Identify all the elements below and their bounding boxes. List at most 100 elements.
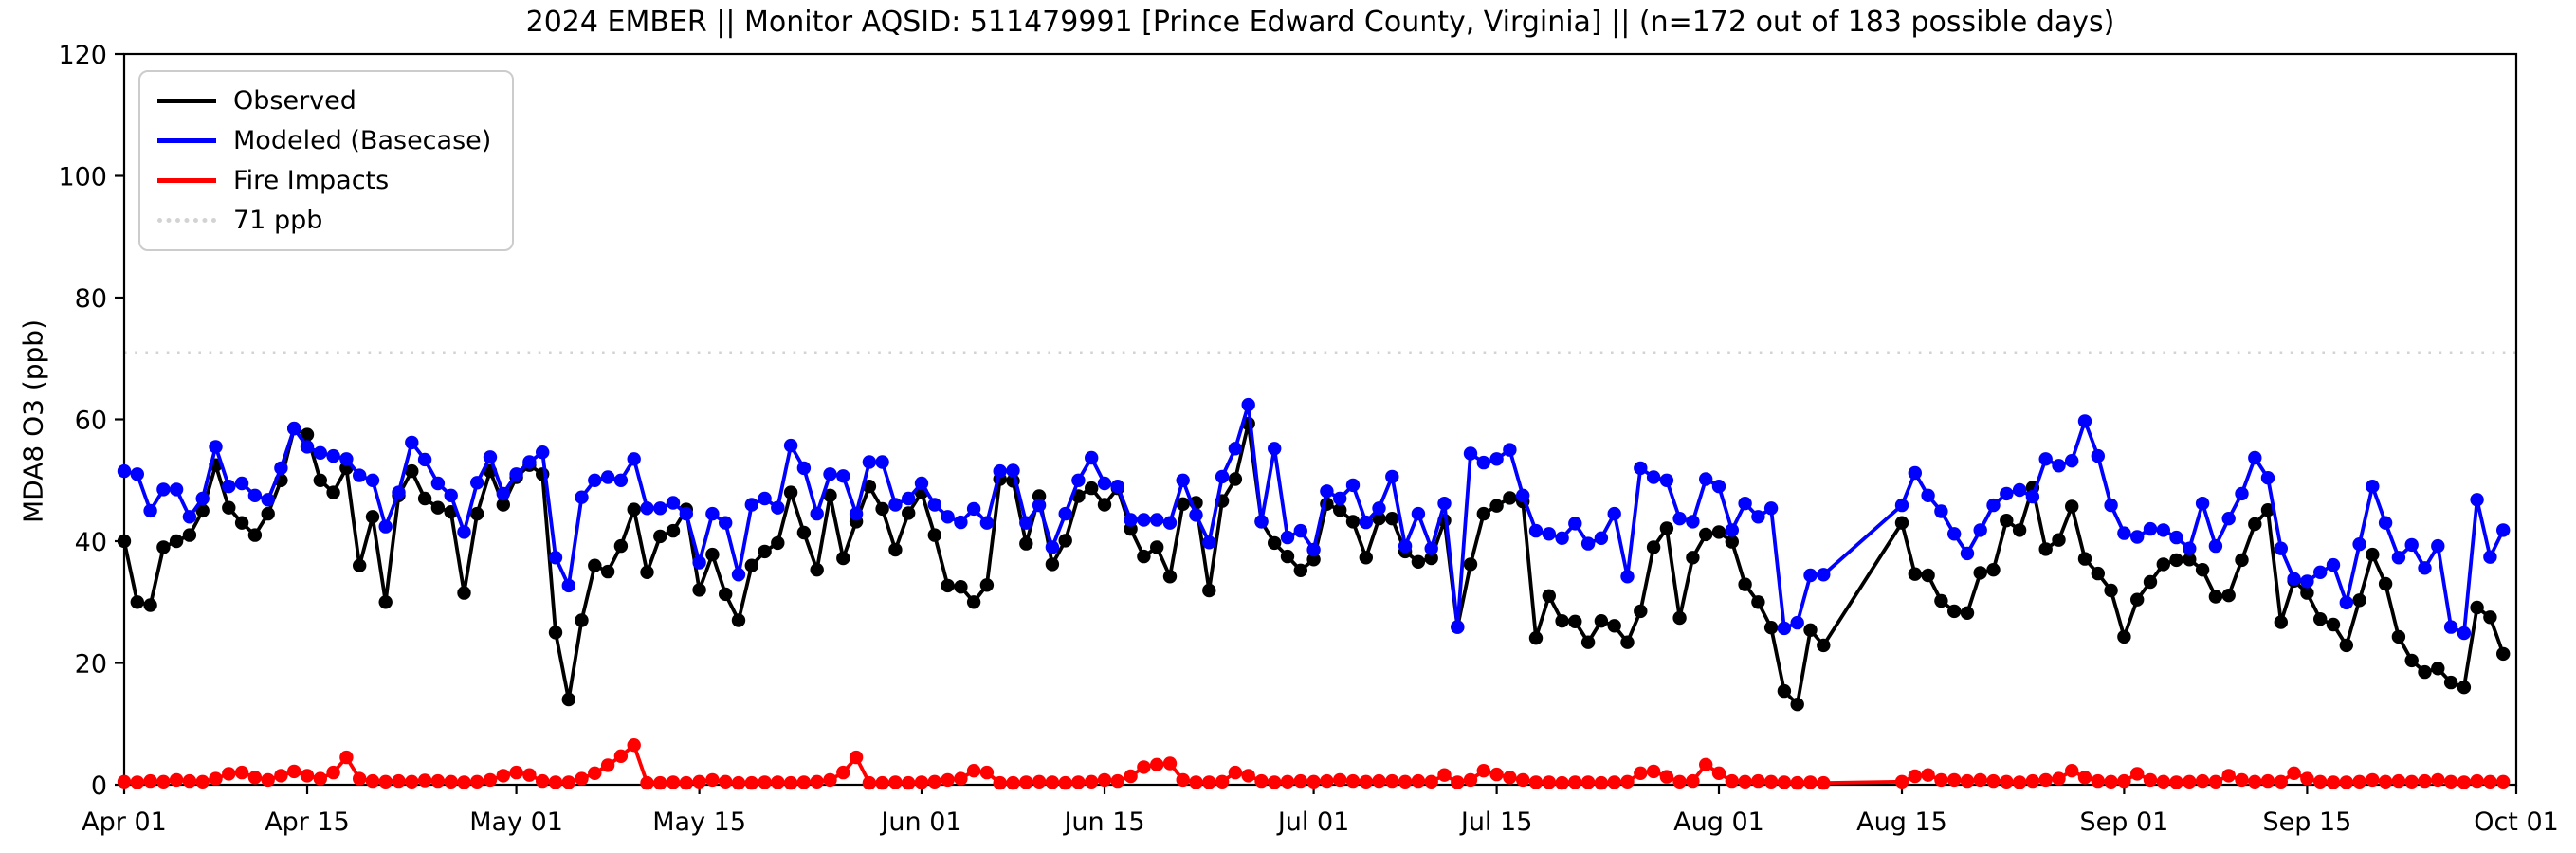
observed-marker	[2418, 664, 2432, 680]
modeled-basecase-marker	[2457, 626, 2472, 641]
fire-impacts-marker	[2183, 774, 2197, 789]
observed-marker	[613, 538, 629, 554]
modeled-basecase-marker	[1032, 498, 1047, 513]
fire-impacts-marker	[1241, 769, 1255, 783]
observed-marker	[2195, 563, 2210, 577]
fire-impacts-marker	[287, 764, 301, 779]
fire-line-sample	[157, 178, 216, 183]
modeled-basecase-marker	[1489, 452, 1504, 466]
modeled-basecase-marker	[2052, 459, 2066, 473]
modeled-basecase-marker	[548, 551, 563, 565]
fire-impacts-marker	[457, 775, 471, 789]
modeled-basecase-marker	[287, 421, 301, 436]
fire-impacts-marker	[1110, 773, 1125, 789]
fire-impacts-marker	[2300, 771, 2314, 786]
fire-impacts-marker	[1162, 756, 1178, 771]
fire-impacts-marker	[1320, 773, 1334, 789]
observed-marker	[758, 544, 772, 559]
observed-marker	[2169, 553, 2183, 568]
observed-marker	[1359, 551, 1374, 565]
observed-marker	[2104, 583, 2118, 598]
modeled-basecase-marker	[326, 448, 340, 463]
observed-marker	[470, 506, 484, 521]
observed-marker	[1424, 551, 1438, 566]
observed-marker	[2274, 615, 2288, 629]
fire-impacts-marker	[1528, 775, 1544, 789]
observed-marker	[457, 586, 471, 600]
fire-impacts-marker	[1777, 775, 1792, 789]
modeled-basecase-marker	[1385, 469, 1399, 484]
fire-impacts-marker	[561, 775, 575, 789]
fire-impacts-marker	[130, 775, 144, 789]
observed-marker	[1045, 557, 1060, 572]
fire-impacts-marker	[810, 774, 824, 789]
fire-impacts-marker	[849, 750, 864, 765]
fire-impacts-marker	[1372, 773, 1386, 789]
modeled-basecase-marker	[1398, 538, 1413, 554]
fire-impacts-marker	[522, 768, 537, 782]
fire-impacts-marker	[405, 774, 419, 789]
observed-marker	[1228, 472, 1243, 486]
observed-marker	[1568, 614, 1582, 628]
modeled-basecase-marker	[1659, 473, 1674, 487]
fire-impacts-marker	[941, 772, 955, 788]
fire-impacts-marker	[613, 749, 629, 763]
observed-marker	[365, 510, 380, 524]
modeled-basecase-marker	[444, 488, 458, 502]
observed-marker	[1763, 621, 1779, 635]
observed-marker	[1908, 567, 1923, 581]
modeled-basecase-line	[122, 403, 2506, 635]
modeled-basecase-marker	[1202, 535, 1216, 550]
legend-item-observed: Observed	[157, 85, 491, 117]
modeled-basecase-marker	[522, 455, 537, 469]
fire-impacts-marker	[719, 774, 733, 789]
modeled-basecase-marker	[2117, 526, 2131, 540]
observed-marker	[692, 583, 706, 597]
fire-impacts-marker	[326, 765, 340, 780]
observed-marker	[1594, 614, 1609, 628]
fire-impacts-marker	[1333, 772, 1347, 788]
observed-marker	[954, 580, 968, 594]
modeled-basecase-marker	[2431, 538, 2445, 554]
x-tick-label: Sep 01	[2079, 808, 2168, 837]
modeled-basecase-marker	[209, 440, 223, 454]
fire-impacts-marker	[1280, 774, 1295, 789]
modeled-basecase-marker	[1411, 506, 1426, 521]
observed-marker	[666, 523, 681, 538]
y-tick-label: 40	[75, 528, 107, 557]
observed-marker	[1137, 549, 1151, 564]
modeled-basecase-marker	[1594, 531, 1609, 545]
fire-impacts-marker	[1894, 774, 1909, 789]
x-tick-label: May 01	[469, 808, 563, 837]
legend-item-modeled: Modeled (Basecase)	[157, 125, 491, 156]
modeled-basecase-marker	[392, 485, 406, 499]
modeled-basecase-marker	[2091, 448, 2105, 463]
modeled-basecase-marker	[2235, 486, 2249, 501]
modeled-basecase-marker	[2077, 414, 2092, 428]
observed-marker	[2012, 523, 2027, 537]
x-tick-label: Jul 01	[1276, 808, 1350, 837]
observed-marker	[130, 595, 144, 609]
modeled-basecase-marker	[2443, 620, 2458, 634]
fire-impacts-marker	[378, 774, 393, 789]
fire-impacts-marker	[156, 774, 171, 789]
observed-marker	[1620, 635, 1635, 649]
modeled-basecase-marker	[2339, 595, 2353, 610]
fire-impacts-marker	[2418, 773, 2432, 789]
legend-item-threshold: 71 ppb	[157, 205, 491, 236]
modeled-basecase-marker	[1986, 498, 2001, 513]
observed-marker	[1934, 593, 1948, 608]
fire-impacts-marker	[1019, 775, 1033, 789]
observed-marker	[1686, 551, 1700, 565]
observed-marker	[2065, 499, 2079, 514]
observed-marker	[2235, 553, 2249, 568]
modeled-basecase-marker	[1646, 470, 1661, 484]
observed-marker	[575, 613, 589, 627]
observed-marker	[2091, 566, 2105, 581]
fire-impacts-marker	[261, 772, 275, 788]
observed-marker	[2117, 629, 2131, 644]
modeled-basecase-marker	[1921, 488, 1935, 502]
observed-marker	[1345, 515, 1361, 529]
modeled-basecase-marker	[405, 435, 419, 450]
observed-marker	[2208, 590, 2223, 604]
